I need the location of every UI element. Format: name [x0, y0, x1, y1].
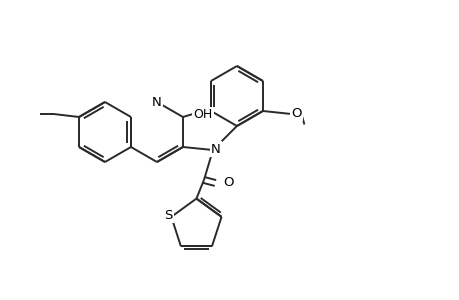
Text: N: N	[152, 95, 162, 109]
Text: S: S	[164, 209, 172, 222]
Text: N: N	[211, 142, 220, 155]
Text: O: O	[291, 106, 301, 119]
Text: OH: OH	[193, 107, 212, 121]
Text: O: O	[223, 176, 233, 190]
